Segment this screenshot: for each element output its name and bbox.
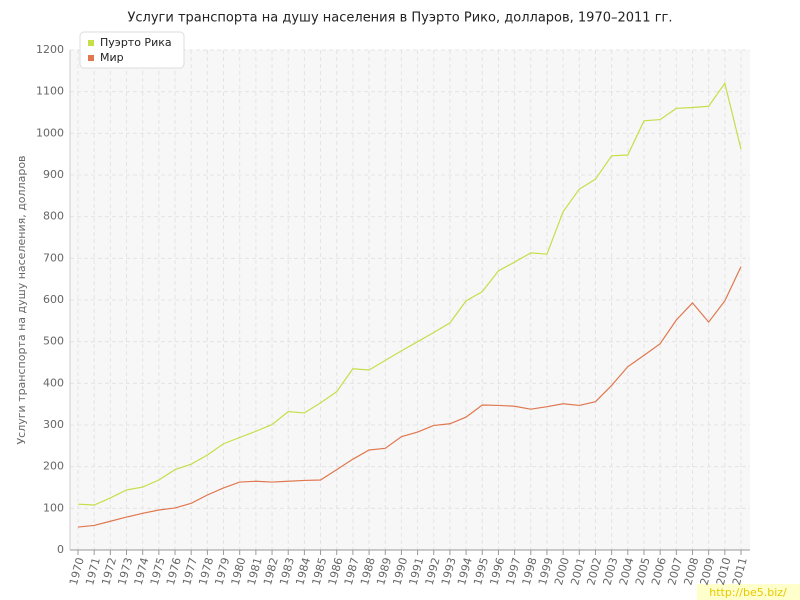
legend-label: Мир (100, 51, 124, 64)
legend-box (79, 31, 185, 69)
y-tick-label: 1100 (36, 85, 64, 98)
series-line (77, 81, 742, 506)
y-tick-label: 900 (43, 168, 64, 181)
y-tick-label: 300 (43, 418, 64, 431)
y-tick-label: 0 (57, 543, 64, 556)
legend-marker (88, 40, 94, 46)
legend-label: Пуэрто Рика (100, 36, 172, 49)
y-tick-label: 500 (43, 335, 64, 348)
watermark: http://be5.biz/ (709, 586, 787, 599)
y-tick-label: 200 (43, 460, 64, 473)
y-tick-label: 800 (43, 210, 64, 223)
y-tick-label: 400 (43, 376, 64, 389)
y-tick-label: 700 (43, 251, 64, 264)
y-tick-label: 100 (43, 501, 64, 514)
y-tick-label: 1000 (36, 126, 64, 139)
legend-marker (88, 55, 94, 61)
y-tick-label: 1200 (36, 43, 64, 56)
y-tick-label: 600 (43, 293, 64, 306)
y-axis-label: Услуги транспорта на душу населения, дол… (15, 155, 28, 444)
chart-title: Услуги транспорта на душу населения в Пу… (127, 11, 672, 26)
series-line (77, 266, 742, 528)
watermark-bg (697, 584, 800, 600)
